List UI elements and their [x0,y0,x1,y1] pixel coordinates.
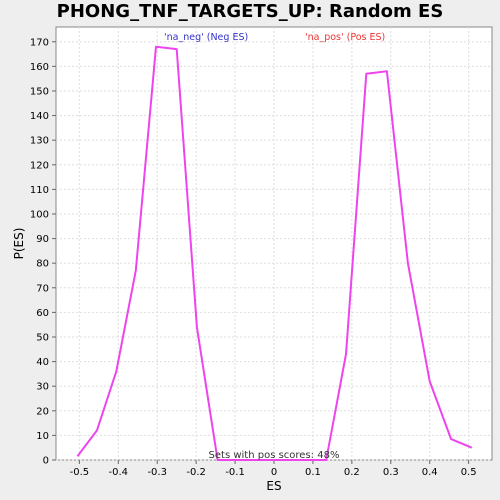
grid-layer [56,27,492,461]
x-tick-label: -0.3 [147,467,167,478]
y-tick-label: 170 [30,37,49,48]
x-tick-label: 0.5 [461,467,477,478]
y-tick-label: 90 [36,234,49,245]
y-tick-label: 80 [36,259,49,270]
y-tick-label: 100 [30,209,49,220]
y-tick-label: 60 [36,308,49,319]
y-tick-label: 130 [30,136,49,147]
y-tick-label: 0 [43,456,49,467]
x-tick-label: 0.2 [344,467,360,478]
y-tick-label: 40 [36,357,49,368]
x-tick-label: 0 [271,467,277,478]
y-axis-title: P(ES) [12,228,26,260]
x-tick-label: -0.4 [109,467,129,478]
x-axis-title: ES [266,479,281,493]
legend-neg-label: 'na_neg' (Neg ES) [164,32,248,43]
y-tick-label: 140 [30,111,49,122]
legend-pos-label: 'na_pos' (Pos ES) [305,32,385,43]
series-layer [76,45,473,461]
y-tick-label: 150 [30,86,49,97]
y-tick-label: 120 [30,160,49,171]
x-tick-label: -0.2 [186,467,206,478]
x-tick-label: 0.1 [305,467,321,478]
y-tick-label: 160 [30,62,49,73]
legend-layer: 'na_neg' (Neg ES) 'na_pos' (Pos ES) [164,32,385,43]
y-tick-label: 30 [36,382,49,393]
x-tick-label: 0.3 [383,467,399,478]
y-tick-label: 50 [36,332,49,343]
axis-layer: 0 10 20 30 40 50 60 70 80 90 100 110 120 130 140 150 160… [30,37,477,478]
x-tick-label: 0.4 [422,467,438,478]
y-tick-label: 10 [36,431,49,442]
y-tick-label: 20 [36,406,49,417]
x-tick-label: -0.5 [70,467,90,478]
pos-scores-annotation: Sets with pos scores: 48% [209,450,340,461]
x-tick-label: -0.1 [225,467,245,478]
series-line [76,45,473,461]
y-tick-label: 70 [36,283,49,294]
y-tick-label: 110 [30,185,49,196]
